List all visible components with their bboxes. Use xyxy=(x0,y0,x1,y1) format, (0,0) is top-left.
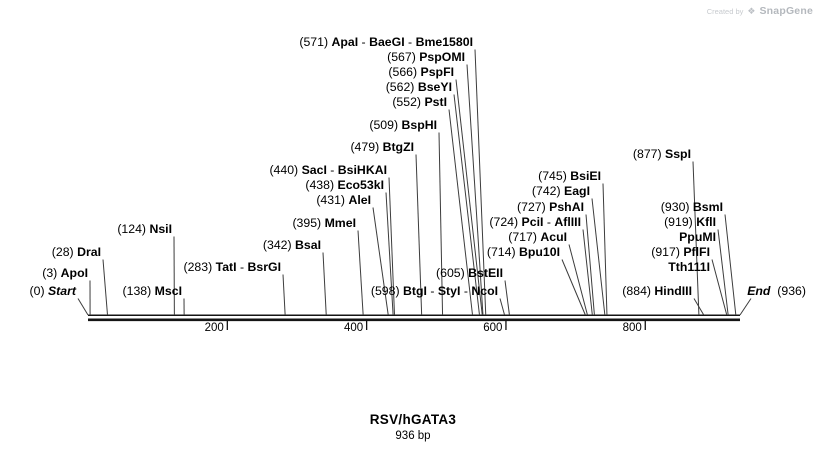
enzyme-site-label[interactable]: (919) KflI xyxy=(664,215,716,229)
site-pointer-line xyxy=(466,64,484,316)
enzyme-site-label-line2[interactable]: PpuMI xyxy=(679,230,716,244)
site-pointer-line xyxy=(711,259,728,316)
terminus-label[interactable]: End (936) xyxy=(747,284,806,298)
site-pointer-line xyxy=(504,280,510,316)
enzyme-site-label[interactable]: (566) PspFI xyxy=(388,65,454,79)
ruler-tick-label: 800 xyxy=(623,322,642,334)
site-pointer-line xyxy=(717,229,729,316)
site-pointer-line xyxy=(77,298,89,316)
enzyme-site-label[interactable]: (431) AleI xyxy=(316,193,371,207)
enzyme-site-label[interactable]: (138) MscI xyxy=(123,284,182,298)
enzyme-site-label[interactable]: (727) PshAI xyxy=(517,200,584,214)
enzyme-site-label[interactable]: (395) MmeI xyxy=(292,216,356,230)
site-pointer-line xyxy=(591,198,606,316)
enzyme-site-label[interactable]: (342) BsaI xyxy=(263,238,321,252)
enzyme-site-label[interactable]: (877) SspI xyxy=(633,147,691,161)
site-pointer-line xyxy=(585,214,595,316)
enzyme-site-label[interactable]: (605) BstEII xyxy=(436,266,503,280)
enzyme-site-label[interactable]: (562) BseYI xyxy=(386,80,452,94)
site-pointer-line xyxy=(322,252,327,316)
enzyme-site-label[interactable]: (124) NsiI xyxy=(117,222,172,236)
site-pointer-line xyxy=(739,298,752,316)
enzyme-site-label[interactable]: (571) ApaI - BaeGI - Bme1580I xyxy=(299,35,473,49)
site-pointer-line xyxy=(455,79,483,316)
enzyme-site-label[interactable]: (28) DraI xyxy=(52,245,101,259)
site-pointer-line xyxy=(388,177,395,316)
enzyme-site-label[interactable]: (724) PciI - AflIII xyxy=(489,215,581,229)
site-pointer-line xyxy=(602,183,608,316)
watermark: Created by ❖ SnapGene xyxy=(707,5,813,17)
site-pointer-line xyxy=(453,94,480,316)
site-pointer-line xyxy=(474,49,487,316)
plasmid-title-block: RSV/hGATA3 936 bp xyxy=(0,412,826,442)
enzyme-site-label[interactable]: (479) BtgZI xyxy=(350,140,414,154)
site-pointer-line xyxy=(372,207,389,316)
enzyme-site-label[interactable]: (598) BtgI - StyI - NcoI xyxy=(371,284,498,298)
enzyme-site-label[interactable]: (552) PstI xyxy=(392,95,447,109)
site-pointer-line xyxy=(415,154,423,316)
enzyme-site-label[interactable]: (283) TatI - BsrGI xyxy=(183,260,281,274)
enzyme-site-label[interactable]: (917) PflFI xyxy=(651,245,710,259)
enzyme-site-label[interactable]: (742) EagI xyxy=(532,184,590,198)
site-pointer-line xyxy=(693,298,705,316)
site-pointer-line xyxy=(568,244,588,316)
ruler-tick-label: 200 xyxy=(205,322,224,334)
enzyme-site-label-line2[interactable]: Tth111I xyxy=(668,260,710,274)
snapgene-logo-icon: ❖ xyxy=(747,5,756,16)
watermark-brand: SnapGene xyxy=(759,5,813,17)
ruler-tick-label: 400 xyxy=(344,322,363,334)
site-pointer-line xyxy=(582,229,593,316)
enzyme-site-label[interactable]: (884) HindIII xyxy=(622,284,692,298)
site-pointer-line xyxy=(282,274,286,316)
terminus-label[interactable]: (0) Start xyxy=(30,284,77,298)
enzyme-site-label[interactable]: (930) BsmI xyxy=(661,200,723,214)
enzyme-site-label[interactable]: (438) Eco53kI xyxy=(305,178,384,192)
site-pointer-line xyxy=(448,109,474,316)
site-pointer-line xyxy=(357,230,364,316)
enzyme-site-label[interactable]: (567) PspOMI xyxy=(387,50,465,64)
site-pointer-line xyxy=(385,192,394,316)
site-pointer-line xyxy=(561,259,586,316)
enzyme-site-label[interactable]: (440) SacI - BsiHKAI xyxy=(269,163,387,177)
site-pointer-line xyxy=(724,214,737,316)
ruler-tick-label: 600 xyxy=(483,322,502,334)
watermark-prefix: Created by xyxy=(706,6,744,16)
site-pointer-line xyxy=(102,259,109,316)
site-pointer-line xyxy=(499,298,506,316)
enzyme-site-label[interactable]: (3) ApoI xyxy=(42,266,88,280)
enzyme-site-label[interactable]: (509) BspHI xyxy=(369,118,437,132)
plasmid-name[interactable]: RSV/hGATA3 xyxy=(369,412,457,427)
enzyme-site-label[interactable]: (717) AcuI xyxy=(508,230,567,244)
enzyme-site-label[interactable]: (745) BsiEI xyxy=(538,169,601,183)
site-pointer-line xyxy=(438,132,444,316)
plasmid-length: 936 bp xyxy=(395,430,431,442)
enzyme-site-label[interactable]: (714) Bpu10I xyxy=(487,245,560,259)
site-pointer-line xyxy=(692,161,700,316)
